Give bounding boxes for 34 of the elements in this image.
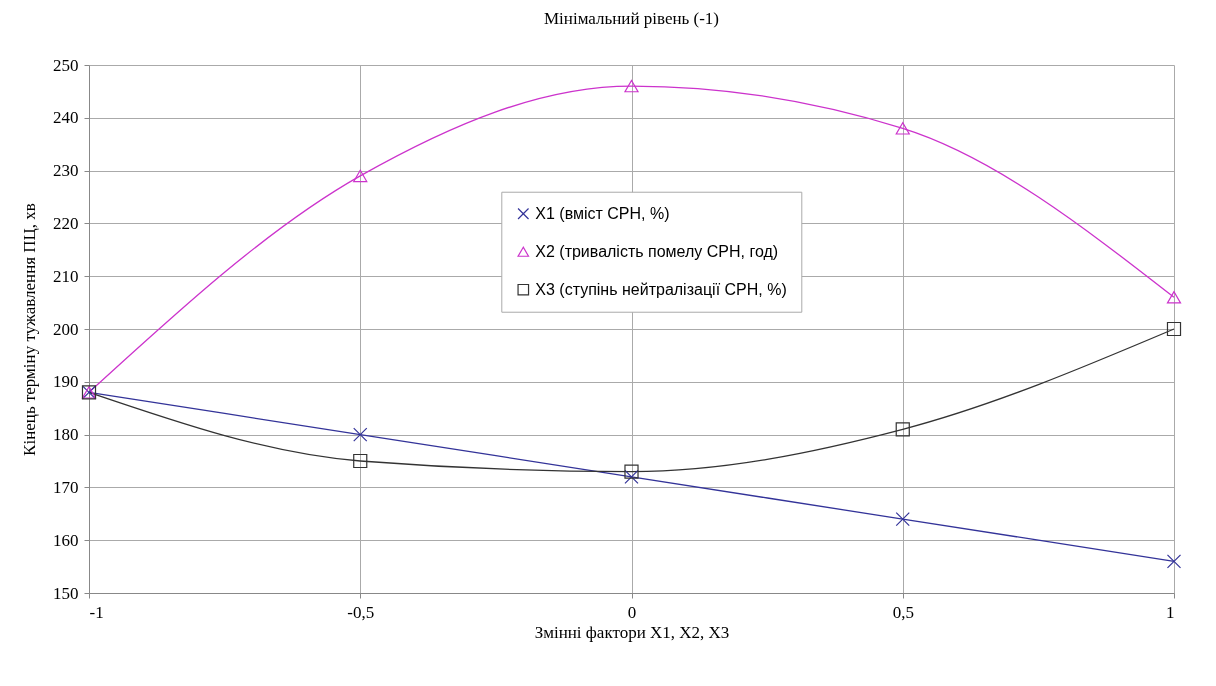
x-tick-label: 1: [1166, 602, 1175, 622]
x-tick-label: 0,5: [892, 602, 914, 622]
point: [353, 427, 368, 442]
y-tick-label: 200: [53, 319, 79, 339]
point: [1166, 291, 1182, 304]
point: [1166, 321, 1182, 337]
point: [353, 453, 368, 469]
chart-title: Мінімальний рівень (-1): [543, 9, 720, 28]
y-axis-title: Кінець терміну тужавлення ПЦ, хв: [20, 203, 39, 456]
point: [624, 79, 639, 93]
y-tick-label: 170: [53, 477, 79, 497]
legend-label: X2 (тривалість помелу CPH, год): [535, 242, 779, 260]
point: [895, 511, 910, 527]
y-tick-label: 240: [53, 108, 79, 128]
y-tick-label: 190: [53, 372, 79, 392]
point: [895, 122, 910, 135]
y-tick-label: 250: [53, 55, 79, 75]
point: [895, 422, 910, 437]
y-tick-label: 180: [53, 425, 79, 445]
legend-label: X1 (вміст CPH, %): [535, 204, 670, 222]
x-tick-label: 0: [627, 602, 637, 622]
legend-label: X3 (ступінь нейтралізації CPH, %): [535, 280, 787, 298]
point: [624, 469, 639, 484]
point: [1166, 554, 1182, 569]
x-tick-label: -0,5: [347, 602, 375, 622]
y-tick-label: 160: [53, 530, 79, 550]
x-tick-label: -1: [89, 602, 104, 622]
y-tick-label: 210: [53, 266, 79, 286]
point: [624, 464, 639, 479]
point: [353, 169, 368, 183]
y-tick-label: 150: [53, 583, 79, 603]
y-tick-label: 230: [53, 161, 79, 181]
y-tick-label: 220: [53, 213, 79, 233]
x-axis-title: Змінні фактори X1, X2, X3: [534, 622, 730, 642]
